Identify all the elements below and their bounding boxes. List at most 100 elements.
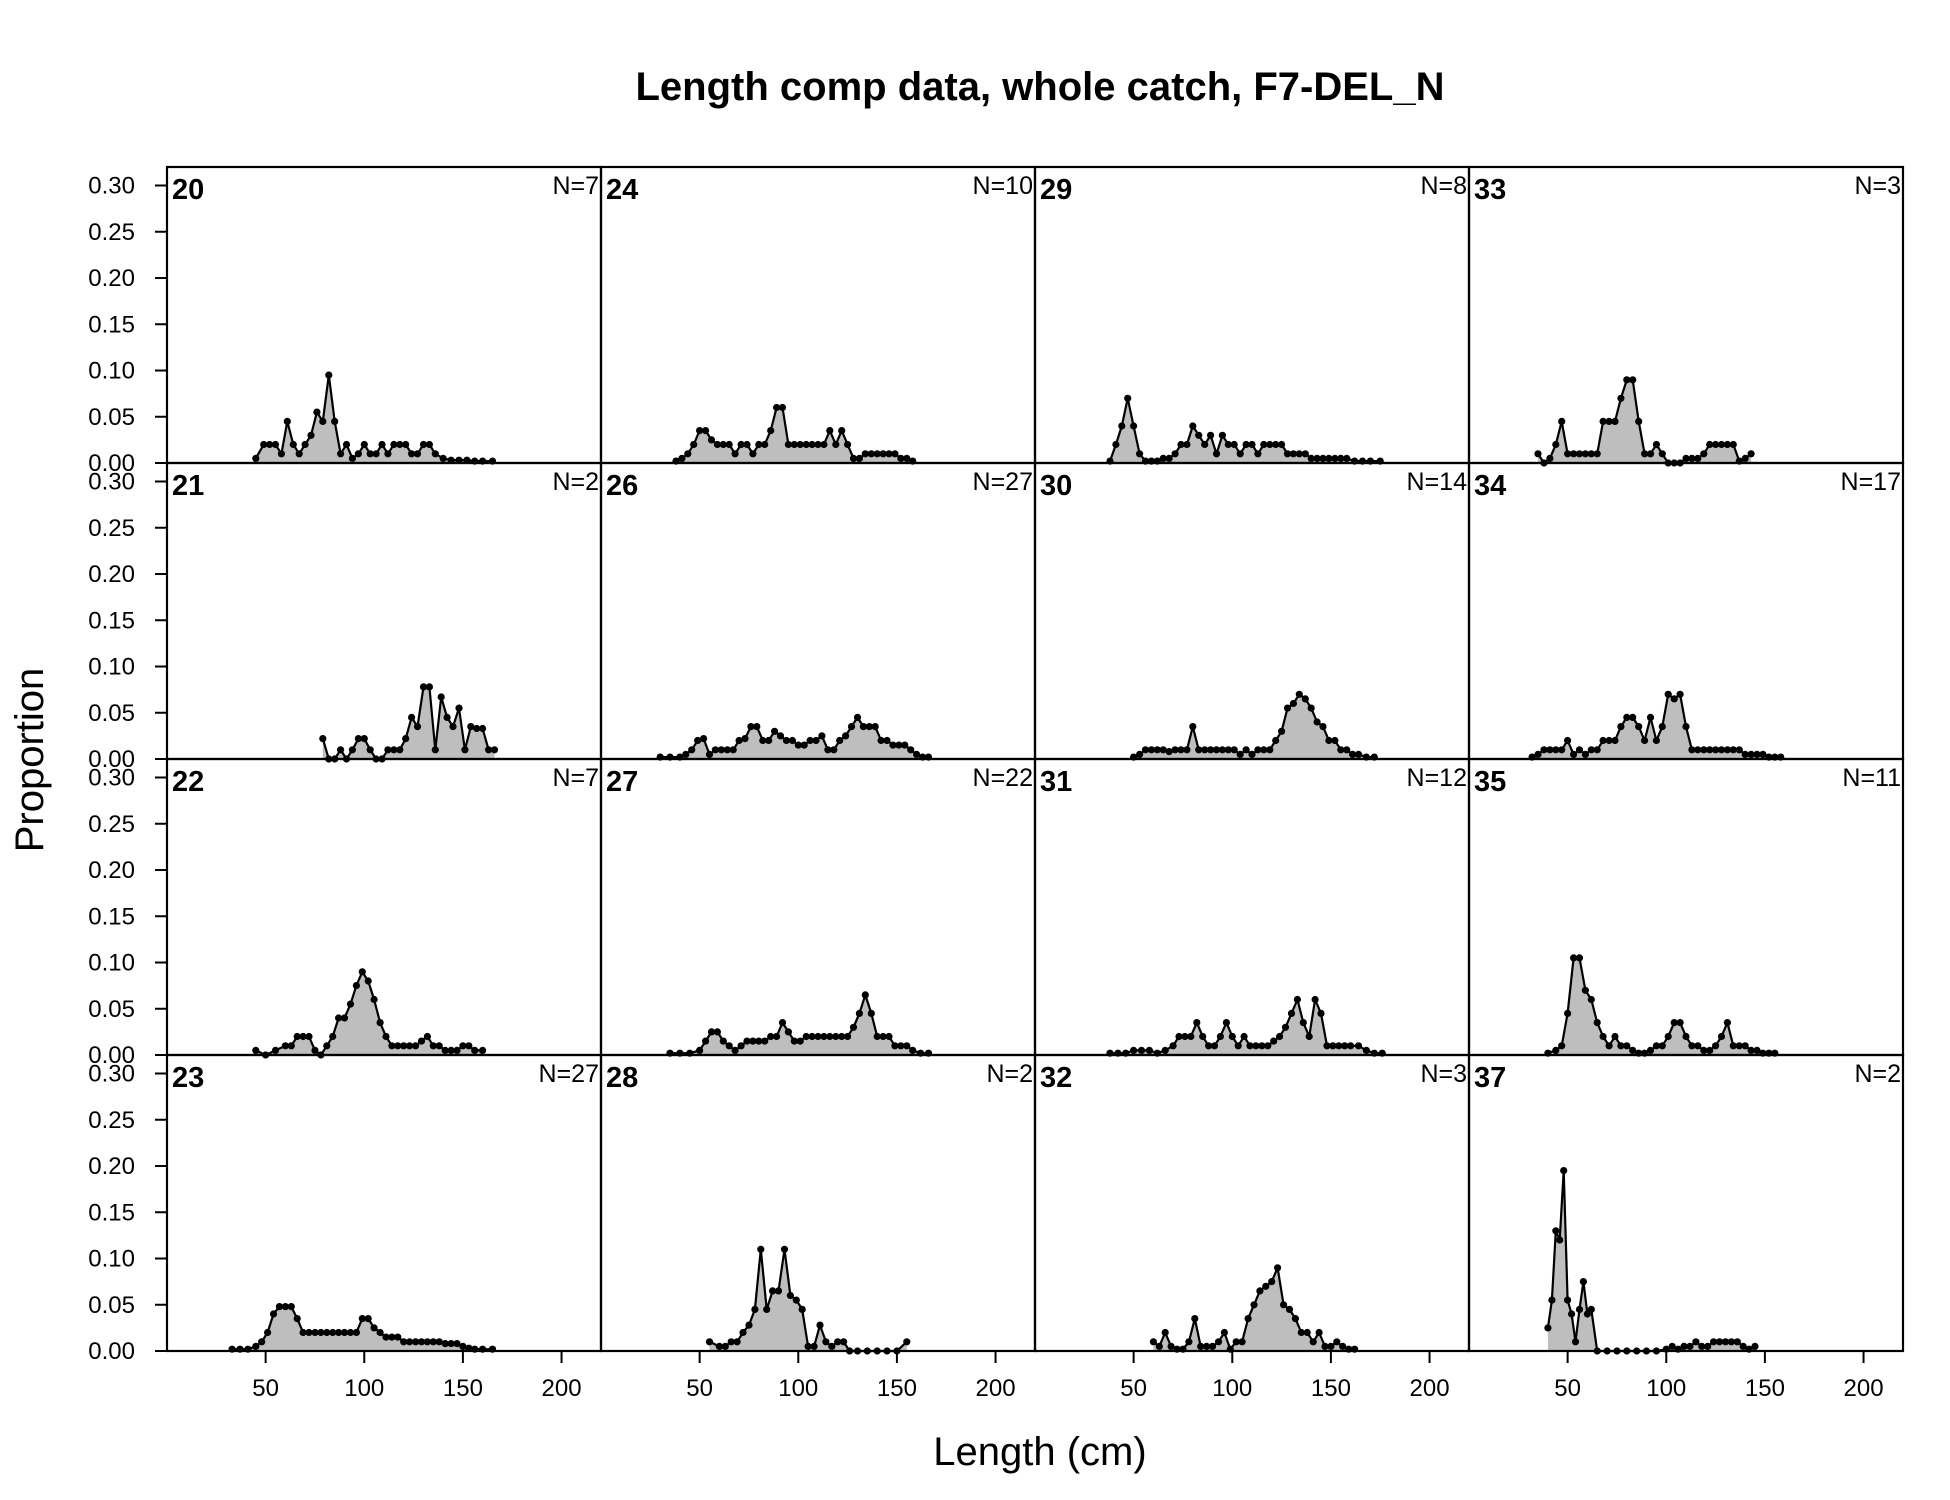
data-point bbox=[299, 1032, 307, 1041]
data-point bbox=[1587, 746, 1595, 754]
sample-size-label: N=8 bbox=[1420, 172, 1467, 200]
data-point bbox=[305, 1328, 313, 1337]
data-point bbox=[741, 735, 749, 743]
x-axis: 50 100 150 200 50 100 150 200 50 100 150 200 50 100 15… bbox=[252, 1351, 1884, 1402]
data-point bbox=[325, 371, 333, 379]
data-point bbox=[867, 450, 875, 458]
data-point bbox=[400, 1042, 408, 1050]
y-tick-label: 0.30 bbox=[88, 765, 135, 792]
data-point bbox=[1759, 750, 1767, 759]
panel-33: 33 N=3 bbox=[1467, 165, 1905, 467]
data-point bbox=[299, 1328, 307, 1337]
data-point bbox=[396, 746, 404, 754]
data-point bbox=[277, 450, 285, 458]
data-point bbox=[1658, 1042, 1666, 1050]
data-point bbox=[702, 427, 710, 435]
series-line bbox=[709, 1248, 908, 1353]
data-point bbox=[696, 427, 704, 435]
data-point bbox=[1747, 750, 1755, 759]
data-point bbox=[394, 1042, 402, 1050]
data-point bbox=[1214, 1338, 1223, 1346]
data-point bbox=[429, 1338, 437, 1346]
data-point bbox=[1246, 1042, 1254, 1050]
data-point bbox=[1587, 995, 1595, 1004]
data-point bbox=[711, 746, 720, 754]
data-point bbox=[1641, 736, 1649, 745]
data-point bbox=[1349, 750, 1357, 759]
data-point bbox=[1546, 746, 1554, 754]
y-tick-label: 0.05 bbox=[88, 996, 135, 1023]
y-axis: 0.000.050.100.150.200.250.300.000.050.10… bbox=[88, 173, 167, 1365]
data-point bbox=[719, 1037, 727, 1045]
data-point bbox=[1130, 422, 1138, 430]
data-point bbox=[1688, 746, 1696, 754]
data-point bbox=[447, 1340, 455, 1348]
x-tick-label: 100 bbox=[1646, 1375, 1686, 1402]
data-point bbox=[1203, 1342, 1211, 1350]
data-point bbox=[1747, 1046, 1755, 1054]
data-point bbox=[1297, 1328, 1305, 1337]
data-point bbox=[1652, 736, 1660, 745]
panel-border bbox=[1033, 757, 1471, 1057]
data-point bbox=[1301, 450, 1309, 458]
data-point bbox=[1605, 417, 1613, 425]
data-point bbox=[1676, 690, 1684, 698]
data-point bbox=[1753, 1046, 1761, 1054]
panel-label: 34 bbox=[1474, 470, 1506, 502]
y-axis-label: Proportion bbox=[8, 668, 52, 853]
data-point bbox=[319, 417, 327, 425]
data-point bbox=[1564, 736, 1572, 745]
sample-size-label: N=7 bbox=[552, 172, 599, 200]
data-point bbox=[366, 746, 374, 754]
data-point bbox=[1700, 1046, 1708, 1054]
data-point bbox=[1137, 1046, 1146, 1054]
panel-border bbox=[599, 461, 1037, 761]
data-point bbox=[1337, 454, 1345, 462]
data-point bbox=[696, 1046, 704, 1054]
data-point bbox=[774, 1287, 783, 1295]
data-point bbox=[1575, 954, 1584, 962]
data-point bbox=[1331, 736, 1339, 745]
data-point bbox=[707, 1028, 716, 1036]
x-tick-label: 150 bbox=[877, 1375, 917, 1402]
data-point bbox=[873, 450, 881, 458]
data-point bbox=[1564, 1009, 1572, 1018]
data-point bbox=[370, 1324, 378, 1332]
data-point bbox=[721, 1342, 729, 1350]
data-point bbox=[346, 1000, 355, 1008]
data-point bbox=[778, 403, 787, 412]
panel-label: 22 bbox=[172, 766, 204, 798]
data-point bbox=[1362, 1046, 1370, 1054]
data-point bbox=[1686, 1342, 1694, 1350]
data-point bbox=[1629, 1046, 1637, 1054]
data-point bbox=[1258, 1042, 1266, 1050]
data-point bbox=[382, 1333, 390, 1341]
data-point bbox=[1236, 750, 1244, 759]
data-point bbox=[808, 1032, 816, 1041]
data-point bbox=[406, 1042, 414, 1050]
data-point bbox=[252, 1046, 260, 1054]
data-point bbox=[453, 1340, 461, 1348]
data-point bbox=[408, 713, 416, 722]
data-point bbox=[1171, 746, 1179, 754]
panel-border bbox=[599, 165, 1037, 465]
data-point bbox=[1293, 995, 1301, 1004]
data-point bbox=[816, 1321, 824, 1329]
y-tick-label: 0.30 bbox=[88, 1061, 135, 1088]
data-point bbox=[1242, 746, 1250, 754]
x-tick-label: 150 bbox=[443, 1375, 483, 1402]
data-point bbox=[1274, 1264, 1282, 1272]
data-point bbox=[702, 1037, 710, 1045]
data-point bbox=[431, 746, 439, 754]
data-point bbox=[370, 995, 378, 1004]
data-point bbox=[1646, 1046, 1655, 1054]
data-point bbox=[1564, 450, 1572, 458]
data-point bbox=[473, 724, 481, 733]
data-point bbox=[1228, 1032, 1236, 1041]
data-point bbox=[1540, 746, 1548, 754]
sample-size-label: N=22 bbox=[973, 764, 1033, 792]
data-point bbox=[1210, 1042, 1219, 1050]
data-point bbox=[1688, 454, 1696, 462]
data-point bbox=[1623, 1042, 1631, 1050]
data-point bbox=[1712, 746, 1720, 754]
